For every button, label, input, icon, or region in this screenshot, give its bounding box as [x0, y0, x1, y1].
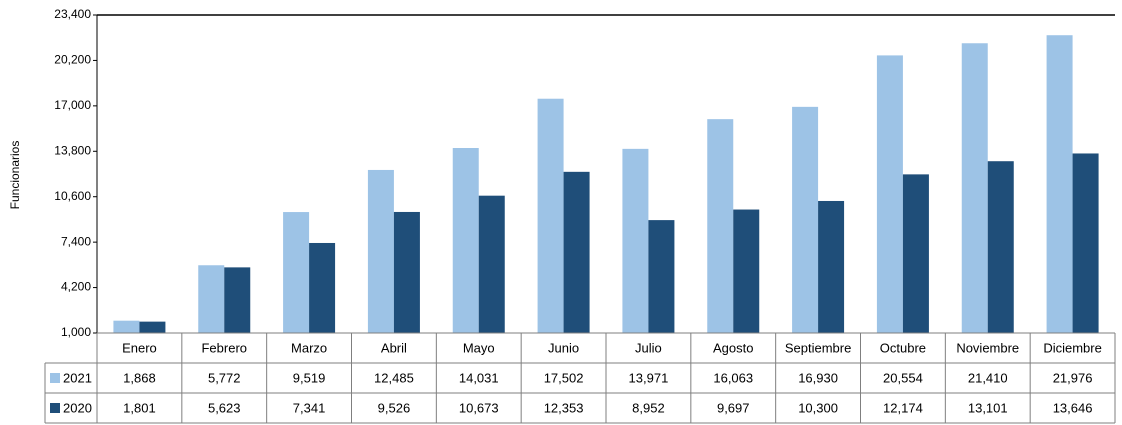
bar	[452, 148, 479, 333]
bar	[198, 265, 225, 333]
y-tick-label: 13,800	[54, 143, 91, 157]
bar	[367, 169, 394, 333]
table-value: 12,174	[883, 400, 923, 415]
y-tick-label: 7,400	[61, 234, 91, 248]
x-tick-label: Diciembre	[1043, 340, 1102, 355]
table-value: 10,300	[798, 400, 838, 415]
legend-swatch	[50, 373, 60, 383]
legend-label: 2020	[63, 400, 92, 415]
bar	[283, 212, 310, 333]
table-value: 1,801	[123, 400, 156, 415]
table-value: 9,526	[378, 400, 411, 415]
y-axis-label: Funcionarios	[8, 141, 22, 210]
x-tick-label: Abril	[381, 340, 407, 355]
table-value: 9,697	[717, 400, 750, 415]
y-tick-label: 23,400	[54, 7, 91, 21]
bar	[1046, 35, 1073, 334]
bar	[648, 220, 675, 333]
table-value: 9,519	[293, 370, 326, 385]
table-value: 1,868	[123, 370, 156, 385]
legend-label: 2021	[63, 370, 92, 385]
x-tick-label: Septiembre	[785, 340, 851, 355]
table-value: 20,554	[883, 370, 923, 385]
table-value: 16,930	[798, 370, 838, 385]
table-value: 14,031	[459, 370, 499, 385]
table-value: 5,623	[208, 400, 241, 415]
table-value: 13,646	[1053, 400, 1093, 415]
x-tick-label: Noviembre	[956, 340, 1019, 355]
bar	[139, 321, 166, 333]
bar	[876, 55, 903, 333]
table-value: 8,952	[632, 400, 665, 415]
y-tick-label: 10,600	[54, 189, 91, 203]
legend-swatch	[50, 403, 60, 413]
table-value: 10,673	[459, 400, 499, 415]
bar	[622, 148, 649, 333]
table-value: 7,341	[293, 400, 326, 415]
table-value: 21,410	[968, 370, 1008, 385]
bar	[478, 195, 505, 333]
bar	[792, 106, 819, 333]
bar	[733, 209, 760, 333]
table-value: 5,772	[208, 370, 241, 385]
bar	[393, 211, 420, 333]
bar	[563, 171, 590, 333]
y-tick-label: 17,000	[54, 98, 91, 112]
bar	[113, 320, 140, 333]
bar	[537, 98, 564, 334]
bar	[987, 161, 1014, 333]
y-tick-label: 4,200	[61, 280, 91, 294]
table-value: 21,976	[1053, 370, 1093, 385]
bar	[707, 119, 734, 333]
table-value: 13,971	[629, 370, 669, 385]
bar	[961, 43, 988, 334]
bar	[224, 267, 251, 333]
x-tick-label: Octubre	[880, 340, 926, 355]
bar	[1072, 153, 1099, 333]
y-tick-label: 1,000	[61, 325, 91, 339]
table-value: 13,101	[968, 400, 1008, 415]
bar	[902, 174, 929, 333]
bar	[309, 242, 336, 333]
table-value: 12,353	[544, 400, 584, 415]
x-tick-label: Marzo	[291, 340, 327, 355]
x-tick-label: Agosto	[713, 340, 753, 355]
x-tick-label: Mayo	[463, 340, 495, 355]
bar	[818, 200, 845, 333]
x-tick-label: Junio	[548, 340, 579, 355]
x-tick-label: Enero	[122, 340, 157, 355]
x-tick-label: Febrero	[201, 340, 247, 355]
table-value: 16,063	[713, 370, 753, 385]
table-value: 12,485	[374, 370, 414, 385]
x-tick-label: Julio	[635, 340, 662, 355]
table-value: 17,502	[544, 370, 584, 385]
y-tick-label: 20,200	[54, 53, 91, 67]
